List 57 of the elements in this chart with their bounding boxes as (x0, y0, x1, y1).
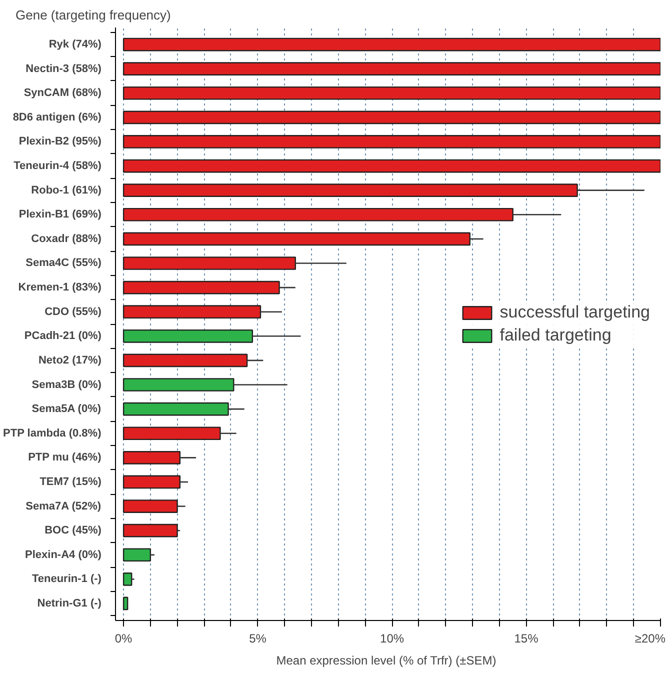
bar (122, 354, 248, 368)
bar (122, 280, 280, 294)
bar (122, 184, 578, 198)
y-tick-label: Kremen-1 (83%) (18, 282, 102, 294)
y-tick-label: TEM7 (15%) (40, 476, 102, 488)
y-tick-label: PTP mu (46%) (28, 452, 102, 464)
bar (122, 572, 132, 586)
bar (122, 232, 470, 246)
y-axis-title: Gene (targeting frequency) (16, 8, 171, 22)
y-tick-label: Sema5A (0%) (32, 403, 102, 416)
y-tick-label: Plexin-B2 (95%) (18, 136, 102, 148)
y-tick-label: Coxadr (88%) (31, 232, 102, 245)
bar (122, 402, 229, 416)
y-tick-label: CDO (55%) (44, 306, 102, 318)
y-tick-label: Sema4C (55%) (26, 257, 102, 270)
x-tick-label: 15% (514, 632, 539, 646)
bar (122, 524, 178, 538)
y-tick-label: Sema3B (0%) (32, 378, 102, 391)
x-tick-label: 0% (114, 632, 133, 646)
bar (122, 305, 262, 319)
y-tick-label: Ryk (74%) (48, 38, 102, 51)
y-tick-label: Netrin-G1 (-) (37, 597, 102, 610)
y-tick-label: Plexin-B1 (69%) (18, 208, 102, 221)
bar (122, 135, 660, 148)
bar (122, 256, 296, 270)
y-tick-label: Sema7A (52%) (26, 500, 102, 512)
bar (122, 475, 181, 489)
y-tick-label: Plexin-A4 (0%) (25, 548, 102, 561)
bar (122, 38, 660, 52)
y-tick-label: 8D6 antigen (6%) (12, 111, 102, 124)
y-tick-label: Teneurin-1 (-) (32, 573, 102, 586)
bar (122, 110, 660, 124)
bar (122, 62, 660, 76)
bar (122, 378, 234, 392)
legend-label: failed targeting (500, 325, 612, 345)
y-tick-label: Robo-1 (61%) (31, 184, 102, 196)
x-axis-title: Mean expression level (% of Trfr) (±SEM) (276, 654, 496, 668)
bar (122, 329, 254, 343)
y-tick-label: Teneurin-4 (58%) (14, 160, 102, 172)
y-tick-label: Nectin-3 (58%) (26, 62, 102, 75)
y-tick-label: Neto2 (17%) (38, 354, 102, 366)
bar (122, 86, 660, 100)
bar (122, 596, 128, 610)
y-tick-label: PCadh-21 (0%) (24, 330, 102, 342)
x-tick-label: ≥20% (634, 632, 666, 646)
y-tick-label: SynCAM (68%) (24, 87, 102, 100)
bar (122, 500, 178, 513)
legend-label: successful targeting (500, 302, 650, 322)
y-tick-label: PTP lambda (0.8%) (3, 427, 102, 440)
bar (122, 208, 514, 222)
bar (122, 426, 221, 440)
bar (122, 450, 181, 464)
bar (122, 548, 151, 562)
bar (122, 159, 660, 173)
y-tick-label: BOC (45%) (44, 524, 102, 537)
x-tick-label: 5% (249, 632, 267, 646)
x-tick-label: 10% (380, 632, 404, 646)
